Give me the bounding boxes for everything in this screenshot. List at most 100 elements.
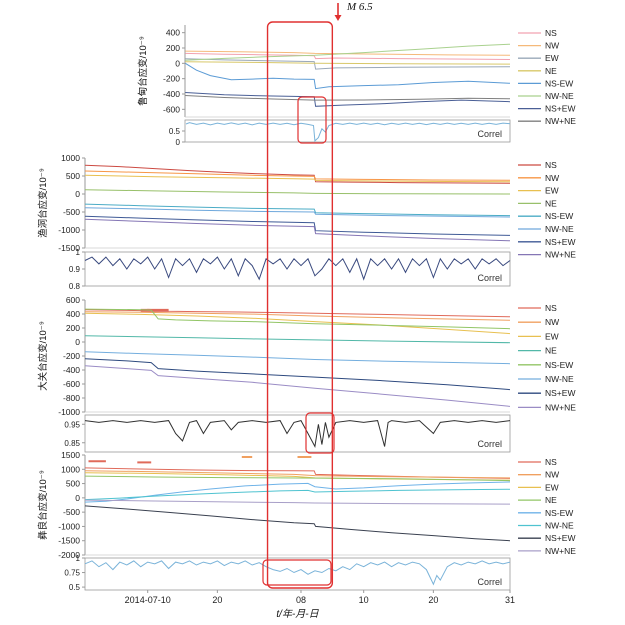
legend-label-NS: NS: [545, 457, 557, 467]
y-tick-label: 0: [75, 337, 80, 347]
y-tick-label: 0: [75, 493, 80, 503]
panel-yudong: 1000 500 0 -500 -1000 -1500 渔洞台应变/10⁻⁹ 1 0.9 0.8 C…: [37, 153, 576, 291]
series-line-NW-NE: [84, 488, 511, 501]
y-tick-label: 200: [66, 323, 80, 333]
y-tick-label: 1500: [61, 450, 80, 460]
legend-label-NS-EW: NS-EW: [545, 360, 573, 370]
anomaly-highlight-box: [262, 559, 332, 586]
series-line-NW: [84, 470, 511, 479]
legend-label-NS-EW: NS-EW: [545, 508, 573, 518]
y-tick-label: -1500: [58, 243, 80, 253]
correl-tick-label: 0.95: [64, 420, 80, 429]
y-tick-label: -500: [63, 507, 80, 517]
legend-label-NS-EW: NS-EW: [545, 78, 573, 88]
legend-label-NS: NS: [545, 303, 557, 313]
legend-label-EW: EW: [545, 186, 559, 196]
legend-label-NW+NE: NW+NE: [545, 250, 576, 260]
series-line-NS: [185, 52, 511, 60]
correl-label: Correl: [477, 577, 502, 587]
legend-label-NE: NE: [545, 346, 557, 356]
anomaly-highlight-box: [305, 412, 335, 454]
x-tick-label: 10: [359, 595, 369, 605]
legend-label-NW+NE: NW+NE: [545, 402, 576, 412]
series-line-NW+NE: [84, 365, 511, 407]
legend-label-NW+NE: NW+NE: [545, 546, 576, 556]
event-highlight-band: [266, 21, 334, 589]
legend-label-NW-NE: NW-NE: [545, 224, 574, 234]
legend-label-NW-NE: NW-NE: [545, 521, 574, 531]
series-line-NS: [84, 308, 511, 318]
legend-label-NS+EW: NS+EW: [545, 533, 575, 543]
correl-label: Correl: [477, 439, 502, 449]
legend-label-NE: NE: [545, 198, 557, 208]
correl-tick-label: 1: [76, 248, 81, 257]
correl-tick-label: 0.8: [69, 282, 81, 291]
legend-label-NS: NS: [545, 160, 557, 170]
series-line-NW-NE: [84, 351, 511, 365]
y-tick-label: 400: [66, 309, 80, 319]
y-tick-label: 0: [175, 58, 180, 68]
y-axis-title: 大关台应变/10⁻⁹: [37, 321, 49, 391]
series-line-NW: [84, 170, 511, 181]
series-line-NE: [185, 61, 511, 65]
series-line-EW: [84, 174, 511, 183]
y-tick-label: -600: [163, 104, 180, 114]
y-tick-label: -2000: [58, 550, 80, 560]
y-tick-label: -200: [63, 351, 80, 361]
x-tick-label: 20: [212, 595, 222, 605]
correl-line: [84, 256, 511, 281]
legend-label-NS+EW: NS+EW: [545, 237, 575, 247]
panel-ludian: 400 200 0 -200 -400 -600 鲁甸台应变/10⁻⁹ 0.5 0 Correl N…: [137, 25, 576, 147]
y-tick-label: -800: [63, 393, 80, 403]
correl-tick-label: 0.85: [64, 439, 80, 448]
series-line-EW: [185, 58, 511, 70]
y-tick-label: -400: [163, 89, 180, 99]
series-line-NW-NE: [185, 43, 511, 61]
correl-tick-label: 0.5: [169, 127, 181, 136]
legend-label-NS+EW: NS+EW: [545, 388, 575, 398]
series-line-NS-EW: [185, 62, 511, 90]
legend-label-NW+NE: NW+NE: [545, 116, 576, 126]
legend-label-EW: EW: [545, 53, 559, 63]
correl-line: [84, 560, 511, 586]
legend-label-NE: NE: [545, 66, 557, 76]
series-line-NS-EW: [84, 481, 511, 503]
y-tick-label: -1000: [58, 225, 80, 235]
panel-yiliang: 1500 1000 500 0 -500 -1000 -1500 -2000 彝良台应变/10⁻…: [37, 450, 576, 592]
series-line-NS+EW: [185, 92, 511, 107]
x-tick-label: 2014-07-10: [125, 595, 171, 605]
legend-label-NW-NE: NW-NE: [545, 91, 574, 101]
series-line-NS+EW: [84, 358, 511, 391]
anomaly-highlight-box: [297, 96, 327, 144]
legend-label-NS: NS: [545, 28, 557, 38]
y-tick-label: -500: [63, 207, 80, 217]
legend-label-NW: NW: [545, 173, 559, 183]
event-magnitude-label: M 6.5: [347, 1, 373, 13]
x-axis-title: t/年-月-日: [276, 609, 319, 620]
y-tick-label: -1500: [58, 536, 80, 546]
series-line-NW+NE: [84, 218, 511, 242]
correl-line: [185, 122, 511, 142]
y-tick-label: 400: [166, 28, 180, 38]
series-line-NW: [84, 311, 511, 321]
correl-box: [84, 557, 511, 591]
y-tick-label: 500: [66, 171, 80, 181]
y-tick-label: 1000: [61, 464, 80, 474]
correl-box: [84, 251, 511, 287]
legend-label-EW: EW: [545, 482, 559, 492]
y-tick-label: -200: [163, 74, 180, 84]
series-line-EW: [84, 472, 511, 481]
legend-label-EW: EW: [545, 331, 559, 341]
y-tick-label: 0: [75, 189, 80, 199]
y-tick-label: -1000: [58, 521, 80, 531]
y-tick-label: -400: [63, 365, 80, 375]
x-tick-label: 20: [428, 595, 438, 605]
series-line-NE: [84, 335, 511, 344]
y-axis-title: 彝良台应变/10⁻⁹: [37, 470, 49, 540]
series-line-NS-EW: [84, 308, 511, 330]
series-line-NS+EW: [84, 505, 511, 542]
y-tick-label: 600: [66, 295, 80, 305]
correl-tick-label: 0.9: [69, 265, 81, 274]
